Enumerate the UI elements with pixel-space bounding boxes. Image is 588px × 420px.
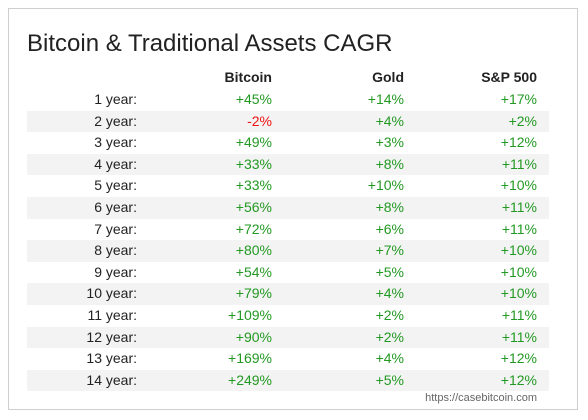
cell-gold: +2% bbox=[375, 306, 404, 323]
cell-sp500: +2% bbox=[404, 110, 537, 133]
header-period bbox=[27, 67, 137, 89]
row-label: 11 year: bbox=[87, 306, 137, 323]
cell-bitcoin: +90% bbox=[137, 326, 272, 349]
table-row: 2 year: -2% +4% +2% bbox=[27, 110, 549, 133]
row-label: 10 year: bbox=[27, 283, 137, 305]
table-row: 6 year: +56% +8% +11% bbox=[27, 196, 549, 219]
table-row: 13 year: +169% +4% +12% bbox=[27, 348, 549, 370]
table-row: 4 year: +33% +8% +11% bbox=[27, 153, 549, 176]
table-row: 14 year: +249% +5% +12% bbox=[27, 369, 549, 392]
cell-gold: +10% bbox=[367, 177, 404, 194]
cell-bitcoin: +56% bbox=[137, 196, 272, 219]
table-row: 1 year: +45% +14% +17% bbox=[27, 89, 549, 111]
cell-bitcoin: +169% bbox=[228, 350, 272, 367]
table-row: 12 year: +90% +2% +11% bbox=[27, 326, 549, 349]
cell-sp500: +11% bbox=[404, 196, 537, 219]
cell-bitcoin: +49% bbox=[235, 134, 272, 151]
row-label: 3 year: bbox=[94, 134, 137, 151]
cell-sp500: +12% bbox=[404, 369, 537, 392]
cell-bitcoin: +33% bbox=[137, 153, 272, 176]
cell-sp500: +12% bbox=[500, 350, 537, 367]
cell-bitcoin: +249% bbox=[137, 369, 272, 392]
cell-sp500: +10% bbox=[500, 263, 537, 280]
cell-bitcoin: +72% bbox=[235, 220, 272, 237]
cell-sp500: +17% bbox=[500, 91, 537, 107]
cell-gold: +14% bbox=[367, 91, 404, 107]
table-row: 10 year: +79% +4% +10% bbox=[27, 283, 549, 305]
table-row: 9 year: +54% +5% +10% bbox=[27, 262, 549, 284]
cell-gold: +5% bbox=[272, 369, 404, 392]
cell-gold: +4% bbox=[272, 110, 404, 133]
cell-sp500: +11% bbox=[404, 153, 537, 176]
row-label: 13 year: bbox=[86, 350, 137, 367]
cell-gold: +4% bbox=[375, 350, 404, 367]
row-label: 12 year: bbox=[27, 326, 137, 349]
cell-sp500: +11% bbox=[501, 220, 537, 237]
table-row: 11 year: +109% +2% +11% bbox=[27, 305, 549, 327]
row-label: 2 year: bbox=[27, 110, 137, 133]
row-label: 5 year: bbox=[94, 177, 137, 194]
cagr-card: Bitcoin & Traditional Assets CAGR Bitcoi… bbox=[8, 8, 578, 410]
cagr-table: Bitcoin Gold S&P 500 1 year: +45% +14% +17%… bbox=[27, 67, 549, 392]
cell-gold: +2% bbox=[272, 326, 404, 349]
cell-gold: +7% bbox=[272, 240, 404, 262]
row-label: 9 year: bbox=[94, 263, 137, 280]
cell-bitcoin: +45% bbox=[235, 91, 272, 107]
cell-gold: +6% bbox=[375, 220, 404, 237]
table-row: 7 year: +72% +6% +11% bbox=[27, 219, 549, 241]
cell-sp500: +11% bbox=[404, 326, 537, 349]
row-label: 14 year: bbox=[27, 369, 137, 392]
cell-gold: +8% bbox=[272, 196, 404, 219]
cell-sp500: +12% bbox=[500, 134, 537, 151]
row-label: 1 year: bbox=[94, 91, 137, 107]
cell-bitcoin: +33% bbox=[235, 177, 272, 194]
row-label: 4 year: bbox=[27, 153, 137, 176]
cell-gold: +5% bbox=[375, 263, 404, 280]
row-label: 6 year: bbox=[27, 196, 137, 219]
row-label: 8 year: bbox=[27, 240, 137, 262]
cell-sp500: +10% bbox=[404, 283, 537, 305]
table-row: 3 year: +49% +3% +12% bbox=[27, 132, 549, 154]
cell-gold: +3% bbox=[375, 134, 404, 151]
header-gold: Gold bbox=[372, 69, 404, 86]
header-row: Bitcoin Gold S&P 500 bbox=[27, 67, 549, 89]
cell-bitcoin: +109% bbox=[228, 306, 272, 323]
cell-sp500: +10% bbox=[404, 240, 537, 262]
cell-bitcoin: -2% bbox=[137, 110, 272, 133]
table-row: 5 year: +33% +10% +10% bbox=[27, 175, 549, 197]
cell-sp500: +10% bbox=[500, 177, 537, 194]
cell-bitcoin: +54% bbox=[235, 263, 272, 280]
header-bitcoin: Bitcoin bbox=[224, 69, 272, 86]
table-title: Bitcoin & Traditional Assets CAGR bbox=[27, 30, 393, 57]
header-sp500: S&P 500 bbox=[481, 69, 537, 86]
cell-gold: +8% bbox=[272, 153, 404, 176]
cell-bitcoin: +80% bbox=[137, 240, 272, 262]
cell-bitcoin: +79% bbox=[137, 283, 272, 305]
source-credit: https://casebitcoin.com bbox=[425, 392, 537, 404]
cell-gold: +4% bbox=[272, 283, 404, 305]
cell-sp500: +11% bbox=[501, 306, 537, 323]
table-body: 1 year: +45% +14% +17% 2 year: -2% +4% +2% 3 yea… bbox=[27, 89, 549, 392]
row-label: 7 year: bbox=[94, 220, 137, 237]
table-row: 8 year: +80% +7% +10% bbox=[27, 240, 549, 262]
